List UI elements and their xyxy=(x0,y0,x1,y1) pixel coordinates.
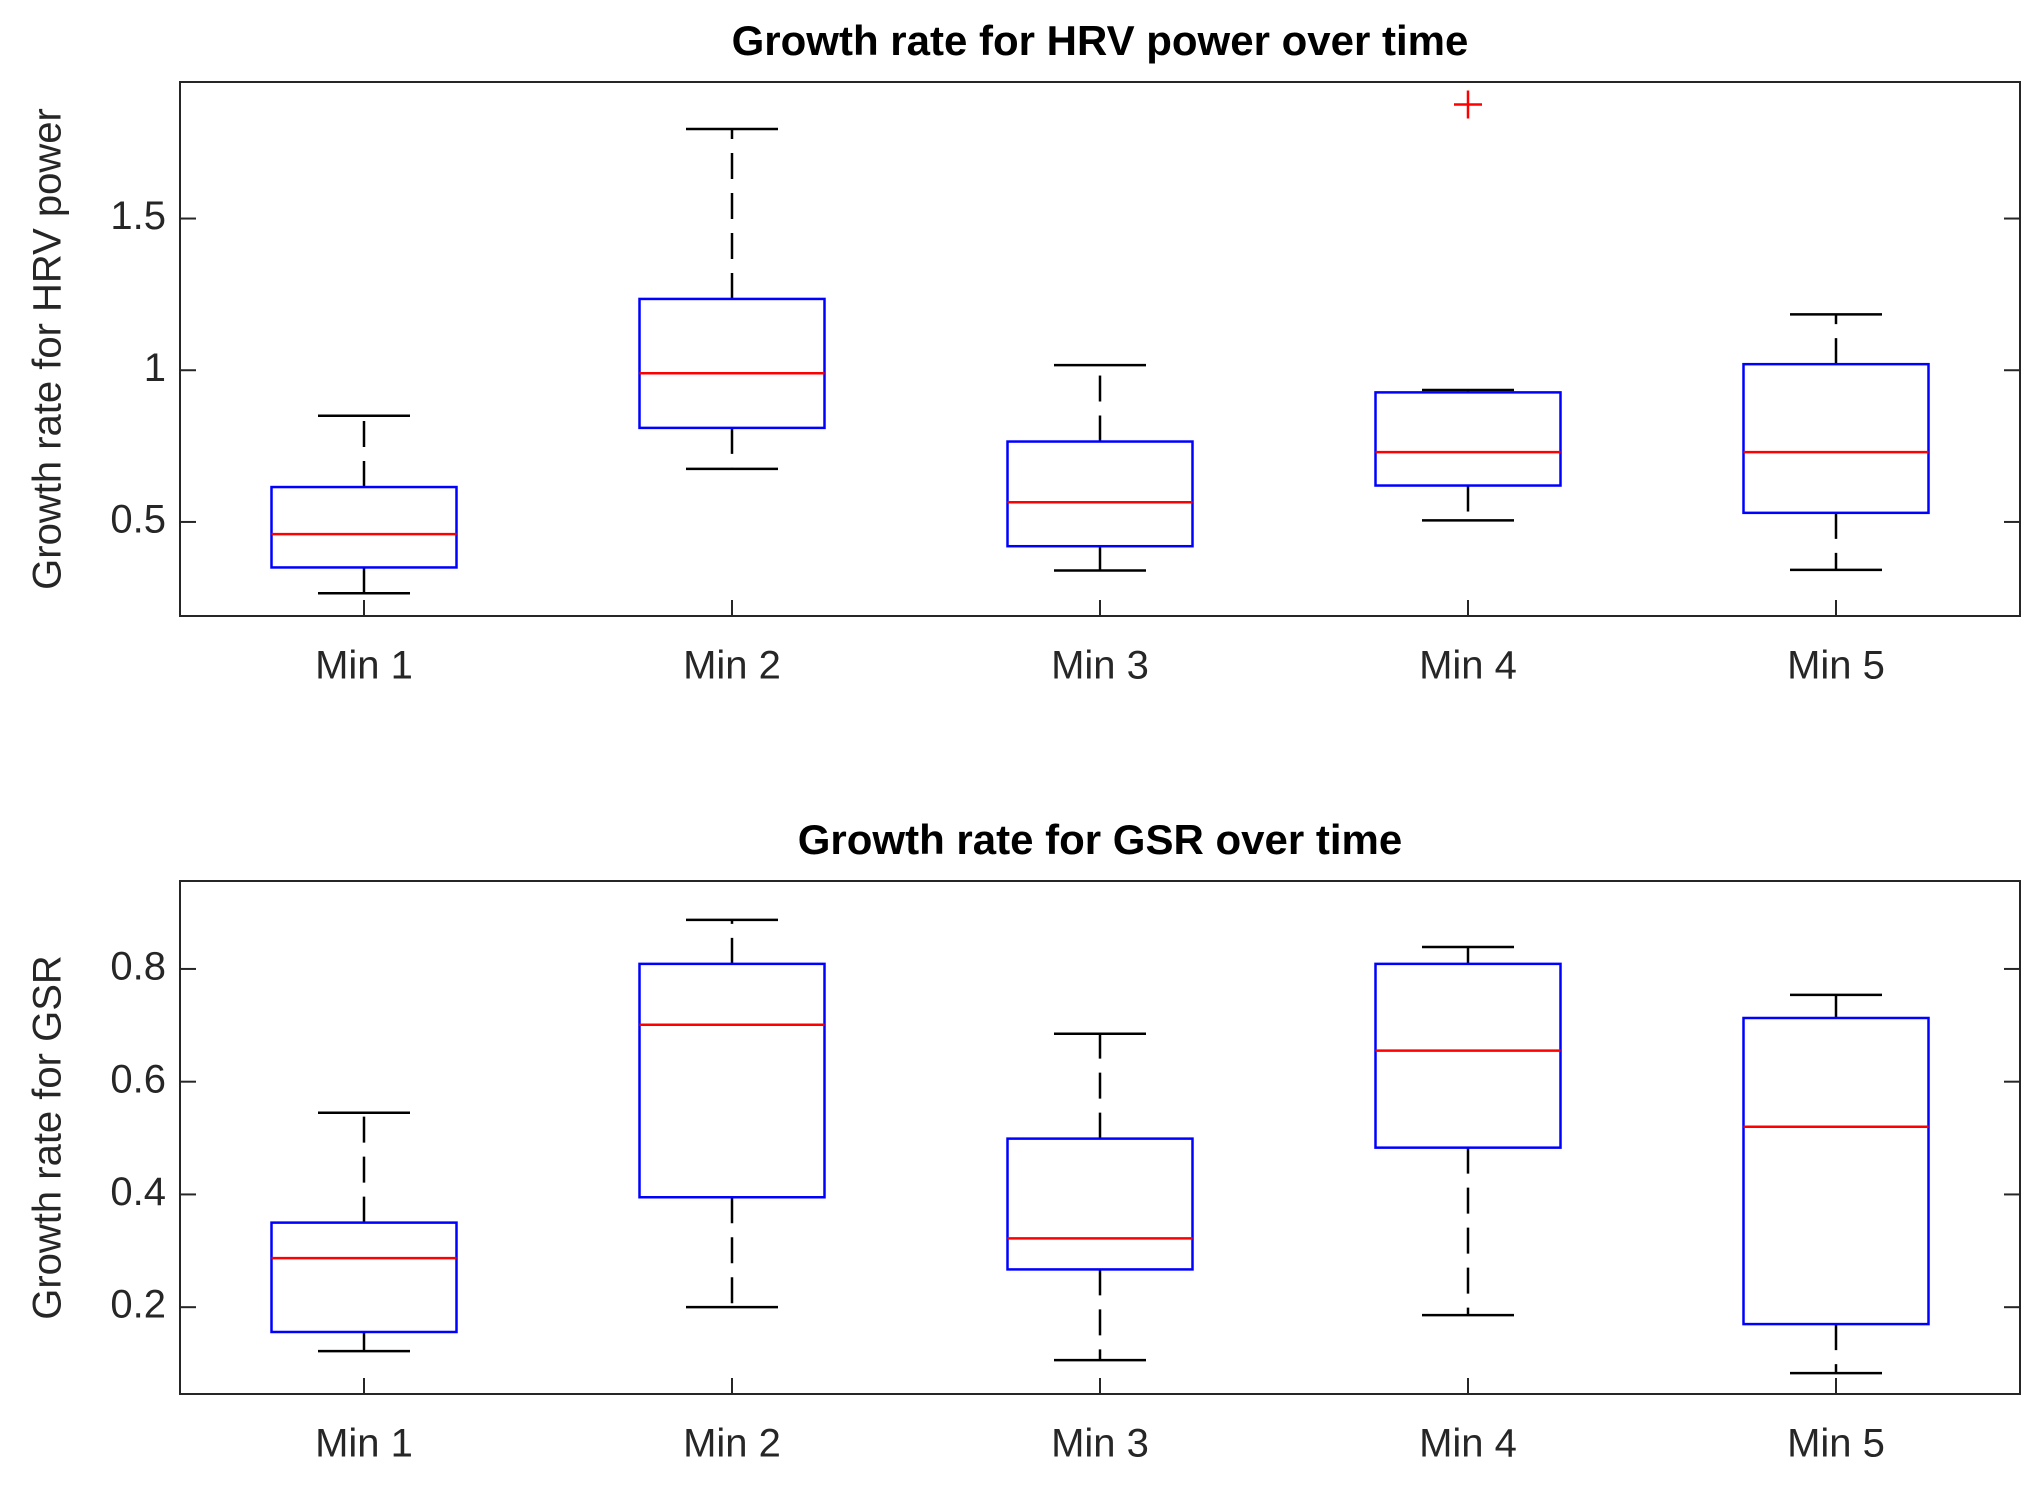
x-tick-label: Min 1 xyxy=(315,644,413,688)
y-axis-label: Growth rate for GSR xyxy=(26,955,70,1320)
x-tick-label: Min 2 xyxy=(683,1422,781,1466)
box xyxy=(1374,391,1562,487)
x-tick-label: Min 2 xyxy=(683,644,781,688)
x-tick-label: Min 3 xyxy=(1051,1422,1149,1466)
x-tick-label: Min 1 xyxy=(315,1422,413,1466)
chart-title: Growth rate for GSR over time xyxy=(798,816,1402,863)
box xyxy=(1374,962,1562,1149)
y-axis-label: Growth rate for HRV power xyxy=(26,108,70,590)
box xyxy=(270,1221,458,1334)
y-tick-label: 0.2 xyxy=(110,1283,166,1327)
y-tick-label: 1.5 xyxy=(110,194,166,238)
y-tick-label: 0.6 xyxy=(110,1057,166,1101)
x-tick-label: Min 4 xyxy=(1419,1422,1517,1466)
box xyxy=(638,297,826,430)
x-tick-label: Min 4 xyxy=(1419,644,1517,688)
box xyxy=(1006,1137,1194,1271)
x-tick-label: Min 5 xyxy=(1787,644,1885,688)
x-tick-label: Min 5 xyxy=(1787,1422,1885,1466)
y-tick-label: 0.4 xyxy=(110,1170,166,1214)
box xyxy=(270,485,458,569)
box xyxy=(638,962,826,1199)
y-tick-label: 1 xyxy=(144,346,166,390)
y-tick-label: 0.8 xyxy=(110,945,166,989)
box xyxy=(1742,362,1930,515)
y-tick-label: 0.5 xyxy=(110,498,166,542)
box xyxy=(1742,1016,1930,1326)
outlier xyxy=(1454,90,1482,119)
chart-title: Growth rate for HRV power over time xyxy=(732,17,1469,64)
x-tick-label: Min 3 xyxy=(1051,644,1149,688)
box xyxy=(1006,440,1194,548)
